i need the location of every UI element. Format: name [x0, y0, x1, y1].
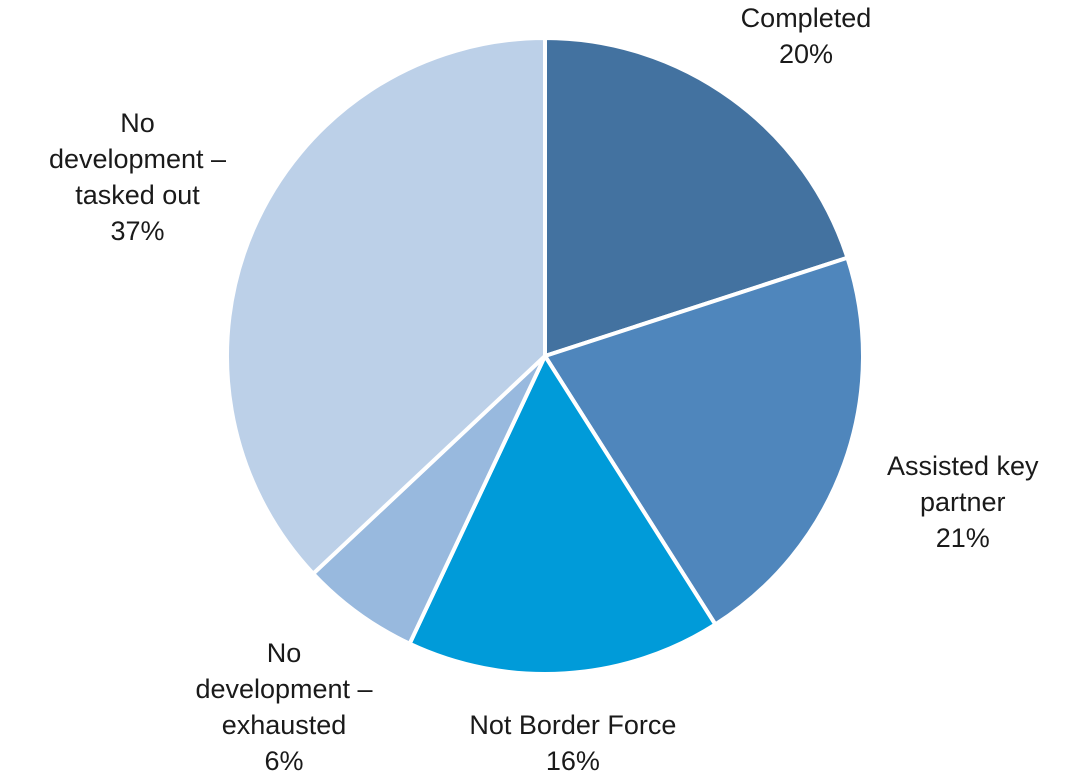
slice-percent: 16%	[545, 746, 600, 776]
pie-slice-no-development-exhausted	[311, 354, 547, 646]
slice-label-completed: Completed 20%	[741, 0, 872, 72]
pie-slice-no-development-tasked-out	[225, 36, 547, 576]
slice-label-assisted-key-partner: Assisted key partner 21%	[887, 448, 1039, 556]
slice-label-not-border-force: Not Border Force 16%	[469, 707, 676, 779]
pie-slice-assisted-key-partner	[543, 255, 865, 627]
slice-label-no-development-exhausted: No development – exhausted 6%	[195, 635, 372, 779]
slice-name-line: development –	[48, 144, 227, 175]
slice-label-no-development-tasked-out: No development – tasked out 37%	[49, 105, 226, 249]
slice-name-line: development –	[195, 674, 373, 704]
slice-percent: 6%	[264, 746, 304, 776]
slice-name-line: Assisted key	[886, 451, 1039, 482]
pie-slice-not-border-force	[407, 354, 718, 676]
slice-name-line: exhausted	[221, 710, 347, 740]
slice-percent: 21%	[935, 523, 990, 554]
pie-slice-completed	[543, 36, 850, 358]
slice-name-line: Completed	[740, 3, 872, 33]
slice-name-line: tasked out	[75, 180, 200, 211]
slice-name-line: partner	[919, 487, 1006, 518]
slice-name-line: No	[266, 638, 302, 668]
slice-name-line: Not Border Force	[469, 710, 677, 740]
slice-name-line: No	[120, 108, 155, 139]
slice-percent: 37%	[110, 216, 165, 247]
slice-percent: 20%	[778, 39, 833, 69]
